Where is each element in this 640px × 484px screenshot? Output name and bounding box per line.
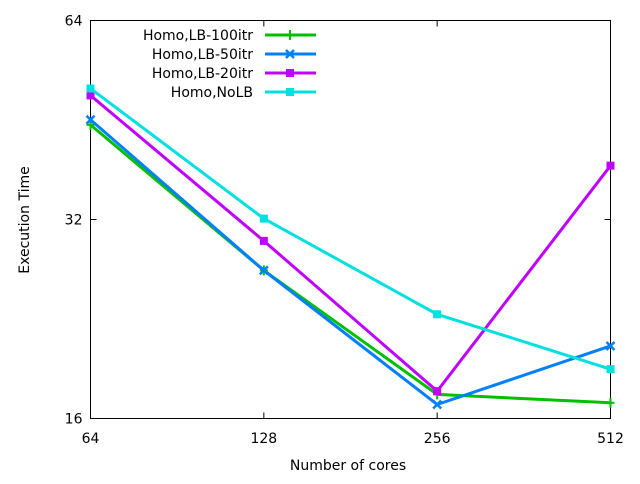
data-point-marker [86,84,95,93]
data-point-marker [85,114,96,125]
series-1 [85,114,616,410]
y-tick-label: 64 [65,14,83,30]
y-tick-label: 16 [65,412,83,428]
data-point-marker [285,49,295,59]
data-point-marker [286,69,294,77]
legend-label: Homo,LB-50itr [152,47,253,63]
x-tick-label: 128 [250,431,277,447]
legend-entry: Homo,LB-100itr [143,28,316,44]
series-line [89,123,611,405]
y-axis-label: Execution Time [17,166,33,273]
legend-label: Homo,NoLB [171,85,253,101]
x-tick-label: 256 [424,431,451,447]
data-point-marker [606,161,615,170]
legend-label: Homo,LB-20itr [152,66,253,82]
x-axis-label: Number of cores [290,458,406,474]
x-tick-label: 512 [597,431,624,447]
series-2 [86,91,615,396]
legend-label: Homo,LB-100itr [143,28,253,44]
series-line [89,94,612,394]
legend-entry: Homo,NoLB [171,85,316,101]
series-line [89,118,611,407]
data-point-marker [258,265,269,276]
y-tick-label: 32 [65,213,83,229]
data-point-marker [259,214,268,223]
data-point-marker [433,387,442,396]
data-point-marker [605,341,616,351]
data-point-marker [432,399,443,410]
data-point-marker [286,88,294,96]
data-point-marker [86,91,95,100]
data-point-marker [433,310,442,319]
legend-entry: Homo,LB-50itr [152,47,316,63]
legend-entry: Homo,LB-20itr [152,66,316,82]
data-point-marker [606,365,615,374]
data-point-marker [259,236,268,245]
series-3 [86,84,615,374]
x-tick-label: 64 [82,431,100,447]
series-line [89,87,611,371]
